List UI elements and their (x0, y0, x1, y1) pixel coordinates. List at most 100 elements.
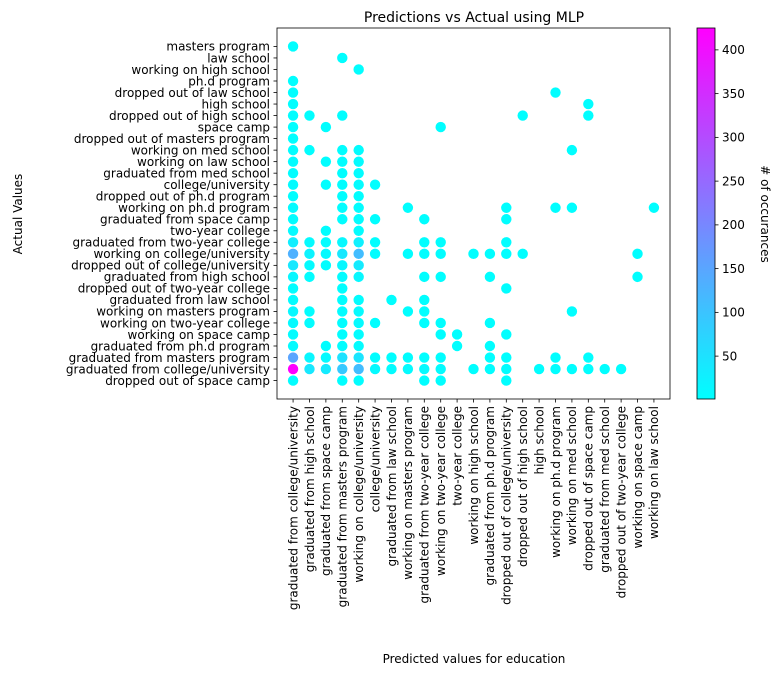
data-point (287, 110, 299, 121)
data-point (386, 352, 397, 363)
y-tick-label: graduated from two-year college (72, 236, 270, 250)
data-point (337, 191, 348, 202)
y-tick-label: dropped out of two-year college (78, 282, 270, 296)
data-point (484, 271, 496, 283)
data-point (501, 363, 512, 375)
data-point (353, 317, 364, 329)
y-tick-label: dropped out of space camp (105, 374, 270, 388)
data-point (287, 306, 299, 317)
data-point (632, 271, 643, 283)
x-tick-label: graduated from two-year college (418, 406, 432, 604)
x-tick-label: dropped out of high school (516, 406, 530, 567)
data-point (337, 179, 348, 190)
data-point (353, 352, 364, 363)
data-point (402, 306, 414, 317)
data-point (435, 121, 446, 133)
y-tick-label: graduated from masters program (69, 351, 270, 365)
x-tick-label: two-year college (450, 406, 464, 506)
y-tick-label: dropped out of college/university (71, 259, 270, 273)
colorbar-gradient (696, 27, 716, 400)
data-point (369, 248, 381, 260)
data-point (451, 340, 463, 352)
y-tick-label: working on masters program (96, 305, 270, 319)
data-point (369, 317, 381, 329)
data-point (320, 352, 332, 363)
data-point (353, 294, 364, 306)
data-point (304, 237, 315, 248)
data-point (419, 363, 430, 375)
data-point (337, 260, 348, 271)
data-point (599, 363, 610, 375)
x-tick-label: graduated from med school (598, 406, 612, 573)
data-point (435, 352, 446, 363)
data-point (435, 363, 446, 375)
data-point (287, 260, 299, 271)
x-tick-label: dropped out of space camp (582, 406, 596, 571)
x-tick-label: graduated from space camp (319, 406, 333, 576)
chart-title: Predictions vs Actual using MLP (364, 10, 584, 26)
data-point (419, 352, 430, 363)
data-point (287, 375, 299, 386)
data-point (632, 248, 643, 260)
data-point (287, 329, 299, 340)
data-point (304, 363, 315, 375)
y-tick-label: working on med school (131, 143, 270, 157)
y-tick-label: graduated from high school (104, 270, 270, 284)
data-point (353, 156, 364, 167)
data-point (287, 179, 299, 190)
x-tick-label: working on law school (647, 406, 661, 539)
data-point (287, 87, 299, 98)
x-tick-label: working on college/university (352, 406, 366, 583)
data-point (287, 352, 299, 363)
data-point (353, 179, 364, 190)
data-point (353, 237, 364, 248)
data-point (287, 133, 299, 144)
data-point (402, 363, 414, 375)
colorbar-tick-label: 400 (722, 43, 745, 57)
data-point (287, 121, 299, 133)
data-point (419, 375, 430, 386)
data-point (353, 260, 364, 271)
data-point (402, 202, 414, 213)
data-point (533, 363, 545, 375)
data-point (353, 271, 364, 283)
x-tick-label: working on med school (565, 406, 579, 545)
data-point (435, 317, 446, 329)
data-point (566, 306, 578, 317)
data-point (386, 363, 397, 375)
data-point (451, 329, 463, 340)
data-point (287, 237, 299, 248)
data-point (353, 340, 364, 352)
data-point (287, 225, 299, 236)
data-point (337, 248, 348, 260)
data-point (402, 352, 414, 363)
data-point (419, 306, 430, 317)
y-tick-label: graduated from ph.d program (91, 339, 270, 353)
data-point (337, 317, 348, 329)
data-point (386, 294, 397, 306)
data-point (320, 248, 332, 260)
data-point (337, 352, 348, 363)
data-point (484, 352, 496, 363)
colorbar-tick-label: 350 (722, 87, 745, 101)
x-tick-label: graduated from ph.d program (483, 406, 497, 585)
y-tick-label: masters program (166, 40, 270, 54)
data-point (287, 271, 299, 283)
x-tick-label: dropped out of two-year college (614, 406, 628, 598)
data-point (583, 352, 594, 363)
y-tick-label: college/university (164, 178, 270, 192)
data-point (337, 294, 348, 306)
data-point (501, 237, 512, 248)
x-tick-label: working on ph.d program (549, 406, 563, 558)
y-tick-label: dropped out of masters program (74, 132, 270, 146)
data-point (501, 352, 512, 363)
data-point (353, 202, 364, 213)
data-point (583, 363, 594, 375)
data-point (353, 329, 364, 340)
x-tick-label: working on high school (467, 406, 481, 545)
data-point (353, 214, 364, 225)
data-point (566, 202, 578, 213)
data-point (517, 110, 528, 121)
